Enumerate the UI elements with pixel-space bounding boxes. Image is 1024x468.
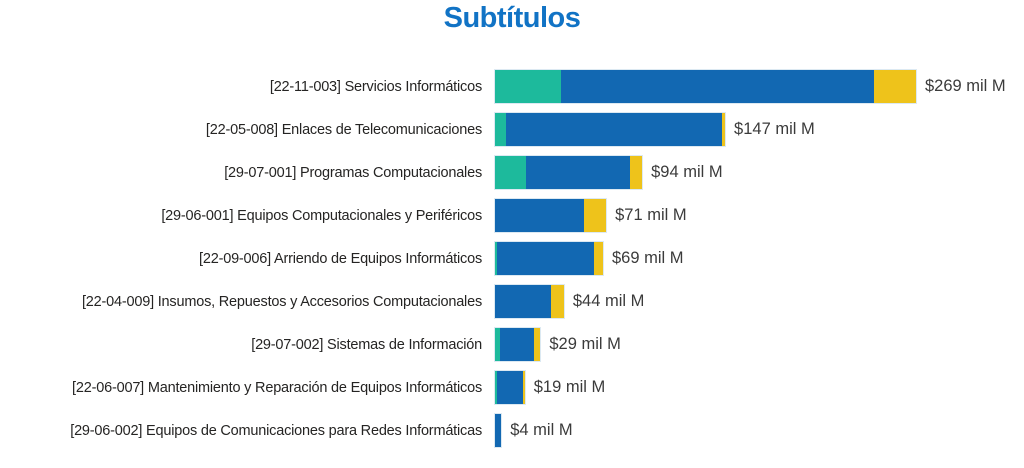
chart-row: [22-09-006] Arriendo de Equipos Informát… — [0, 241, 1024, 276]
bar-segment-teal[interactable] — [495, 70, 561, 103]
chart-row: [29-06-002] Equipos de Comunicaciones pa… — [0, 413, 1024, 448]
category-label: [22-04-009] Insumos, Repuestos y Accesor… — [81, 293, 482, 310]
chart-row: [22-11-003] Servicios Informáticos $269 m… — [0, 69, 1024, 104]
stacked-bar-chart: [22-11-003] Servicios Informáticos $269 m… — [0, 69, 1024, 448]
bar-segment-teal[interactable] — [495, 113, 506, 146]
bar-segment-teal[interactable] — [495, 328, 500, 361]
stacked-bar[interactable] — [493, 112, 727, 147]
stacked-bar[interactable] — [494, 241, 604, 276]
bar-segment-blue[interactable] — [560, 70, 874, 103]
stacked-bar[interactable] — [493, 155, 644, 190]
bar-segment-blue[interactable] — [499, 328, 535, 361]
chart-row: [22-04-009] Insumos, Repuestos y Accesor… — [0, 284, 1024, 319]
chart-row: [29-07-002] Sistemas de Información $29 m… — [0, 327, 1024, 362]
bar-segment-teal[interactable] — [495, 242, 497, 275]
stacked-bar[interactable] — [494, 69, 917, 104]
bar-segment-yellow[interactable] — [629, 156, 643, 189]
value-label: $19 mil M — [533, 378, 606, 396]
value-label: $29 mil M — [549, 335, 621, 353]
value-label: $94 mil M — [651, 163, 723, 181]
bar-segment-blue[interactable] — [496, 371, 524, 404]
value-label: $71 mil M — [615, 206, 687, 224]
chart-row: [22-06-007] Mantenimiento y Reparación d… — [0, 370, 1024, 405]
bar-segment-blue[interactable] — [495, 199, 585, 232]
value-label: $4 mil M — [510, 421, 573, 439]
stacked-bar[interactable] — [493, 198, 608, 233]
bar-segment-blue[interactable] — [526, 156, 630, 189]
category-label: [22-05-008] Enlaces de Telecomunicacione… — [205, 121, 482, 138]
bar-segment-yellow[interactable] — [873, 70, 916, 103]
bar-segment-yellow[interactable] — [593, 242, 603, 275]
bar-segment-yellow[interactable] — [721, 113, 726, 146]
bar-segment-blue[interactable] — [495, 285, 552, 318]
bar-segment-blue[interactable] — [505, 113, 722, 146]
value-label: $44 mil M — [572, 292, 645, 310]
stacked-bar[interactable] — [494, 370, 526, 405]
stacked-bar[interactable] — [493, 413, 503, 448]
bar-segment-yellow[interactable] — [551, 285, 564, 318]
category-label: [29-06-001] Equipos Computacionales y Pe… — [161, 207, 482, 224]
value-label: $69 mil M — [611, 249, 684, 267]
category-label: [22-09-006] Arriendo de Equipos Informát… — [199, 250, 482, 267]
stacked-bar[interactable] — [494, 284, 565, 319]
bar-segment-teal[interactable] — [495, 156, 527, 189]
category-label: [29-06-002] Equipos de Comunicaciones pa… — [70, 422, 482, 439]
bar-segment-teal[interactable] — [495, 371, 497, 404]
chart-row: [29-07-001] Programas Computacionales $94… — [0, 155, 1024, 190]
chart-row: [29-06-001] Equipos Computacionales y Pe… — [0, 198, 1024, 233]
chart-row: [22-05-008] Enlaces de Telecomunicacione… — [0, 112, 1024, 147]
category-label: [29-07-002] Sistemas de Información — [251, 336, 482, 353]
value-label: $269 mil M — [924, 77, 1006, 95]
category-label: [22-06-007] Mantenimiento y Reparación d… — [72, 379, 482, 396]
category-label: [22-11-003] Servicios Informáticos — [269, 78, 482, 95]
bar-segment-yellow[interactable] — [584, 199, 607, 232]
bar-segment-yellow[interactable] — [534, 328, 541, 361]
value-label: $147 mil M — [734, 120, 815, 138]
bar-segment-blue[interactable] — [495, 414, 502, 447]
category-label: [29-07-001] Programas Computacionales — [224, 164, 482, 181]
bar-segment-blue[interactable] — [496, 242, 594, 275]
chart-title: Subtítulos — [443, 2, 581, 34]
stacked-bar[interactable] — [493, 327, 542, 362]
bar-segment-yellow[interactable] — [523, 371, 525, 404]
